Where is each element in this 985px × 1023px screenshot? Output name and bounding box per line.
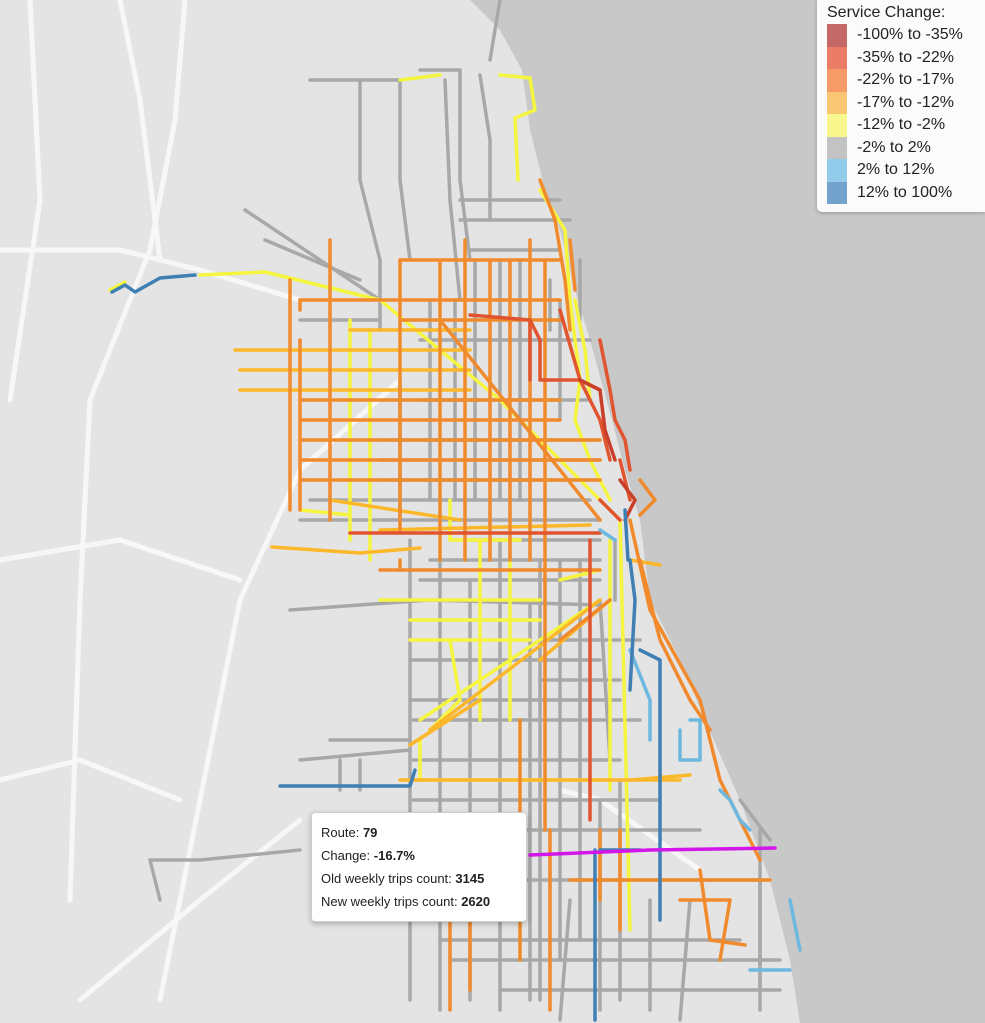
route-79-highlight[interactable] xyxy=(528,846,777,857)
legend-label: 12% to 100% xyxy=(857,183,953,201)
bus-route-minor-gain[interactable] xyxy=(628,648,652,742)
tooltip-change: Change: -16.7% xyxy=(321,848,415,863)
bus-route-moderate-cut[interactable] xyxy=(378,523,592,532)
bus-route-minor-gain[interactable] xyxy=(678,718,702,762)
bus-route-severe-cut[interactable] xyxy=(578,378,617,462)
bus-route-no-change[interactable] xyxy=(443,78,462,302)
bus-route-minor-cut[interactable] xyxy=(498,73,537,182)
bus-route-no-change[interactable] xyxy=(308,78,412,262)
legend-label: -17% to -12% xyxy=(857,93,954,111)
bus-route-no-change[interactable] xyxy=(148,848,302,862)
bus-route-gain[interactable] xyxy=(638,648,662,922)
bus-route-gain[interactable] xyxy=(278,768,417,788)
legend-swatch xyxy=(827,91,847,114)
bus-route-minor-cut[interactable] xyxy=(398,73,442,82)
bus-route-no-change[interactable] xyxy=(263,238,362,282)
bus-route-cut[interactable] xyxy=(638,478,657,517)
bus-route-no-change[interactable] xyxy=(243,208,382,302)
bus-route-gain[interactable] xyxy=(628,558,637,692)
legend-swatch xyxy=(827,136,847,159)
bus-route-minor-cut[interactable] xyxy=(108,280,127,292)
bus-route-no-change[interactable] xyxy=(358,78,382,332)
legend-item: -100% to -35% xyxy=(827,24,977,47)
legend-swatch xyxy=(827,24,847,47)
tooltip-old-trips: Old weekly trips count: 3145 xyxy=(321,871,485,886)
bus-route-cut[interactable] xyxy=(568,238,577,292)
bus-route-minor-gain[interactable] xyxy=(598,528,617,542)
route-tooltip: Route: 79 Change: -16.7% Old weekly trip… xyxy=(311,812,527,922)
bus-route-minor-cut[interactable] xyxy=(618,518,632,932)
bus-route-cut[interactable] xyxy=(558,598,612,642)
legend-item: 12% to 100% xyxy=(827,181,977,204)
legend-item: -2% to 2% xyxy=(827,136,977,159)
tooltip-new-trips: New weekly trips count: 2620 xyxy=(321,894,491,909)
highway xyxy=(7,0,43,403)
legend-label: -35% to -22% xyxy=(857,48,954,66)
bus-route-no-change[interactable] xyxy=(148,858,162,902)
bus-route-minor-cut[interactable] xyxy=(298,508,352,517)
bus-route-cut[interactable] xyxy=(678,898,732,962)
bus-route-no-change[interactable] xyxy=(488,0,502,62)
highway xyxy=(77,817,303,1003)
bus-route-major-cut[interactable] xyxy=(598,338,632,472)
bus-route-minor-cut[interactable] xyxy=(418,598,602,722)
bus-route-cut[interactable] xyxy=(638,558,712,732)
legend-item: -22% to -17% xyxy=(827,69,977,92)
legend-swatch xyxy=(827,181,847,204)
bus-route-minor-gain[interactable] xyxy=(788,898,802,952)
highway xyxy=(0,757,183,803)
bus-route-minor-cut[interactable] xyxy=(428,638,462,732)
highway xyxy=(0,537,243,583)
bus-route-moderate-cut[interactable] xyxy=(270,545,422,555)
bus-route-no-change[interactable] xyxy=(558,898,572,1022)
bus-route-no-change[interactable] xyxy=(478,73,492,222)
legend-label: 2% to 12% xyxy=(857,161,935,179)
bus-route-cut[interactable] xyxy=(438,318,602,522)
legend-item: -12% to -2% xyxy=(827,114,977,137)
service-change-legend: Service Change: -100% to -35% -35% to -22… xyxy=(817,0,985,212)
legend-label: -22% to -17% xyxy=(857,71,954,89)
bus-route-no-change[interactable] xyxy=(738,798,772,842)
bus-route-moderate-cut[interactable] xyxy=(408,698,482,747)
bus-route-no-change[interactable] xyxy=(298,748,412,762)
legend-item: -17% to -12% xyxy=(827,91,977,114)
legend-swatch xyxy=(827,69,847,92)
bus-route-minor-gain[interactable] xyxy=(718,788,752,832)
legend-label: -2% to 2% xyxy=(857,138,931,156)
bus-route-cut[interactable] xyxy=(628,518,762,862)
bus-route-major-cut[interactable] xyxy=(598,498,622,522)
legend-swatch xyxy=(827,46,847,69)
legend-swatch xyxy=(827,159,847,182)
bus-route-moderate-cut[interactable] xyxy=(628,558,662,567)
bus-route-gain[interactable] xyxy=(110,273,197,294)
highway xyxy=(117,0,163,263)
tooltip-route: Route: 79 xyxy=(321,825,378,840)
legend-title: Service Change: xyxy=(827,4,946,21)
bus-route-severe-cut[interactable] xyxy=(618,478,637,522)
legend-label: -100% to -35% xyxy=(857,26,963,44)
legend-item: 2% to 12% xyxy=(827,159,977,182)
bus-routes[interactable] xyxy=(108,0,802,1022)
bus-route-cut[interactable] xyxy=(538,178,572,332)
bus-route-no-change[interactable] xyxy=(678,898,692,1022)
highway xyxy=(67,0,188,903)
lake-michigan xyxy=(470,0,985,1023)
legend-label: -12% to -2% xyxy=(857,116,946,134)
bus-route-major-cut[interactable] xyxy=(578,378,612,462)
bus-route-gain[interactable] xyxy=(623,508,630,562)
bus-route-cut[interactable] xyxy=(698,868,747,947)
bus-route-moderate-cut[interactable] xyxy=(428,598,602,732)
legend-swatch xyxy=(827,114,847,137)
bus-route-major-cut[interactable] xyxy=(468,313,582,382)
legend-item: -35% to -22% xyxy=(827,46,977,69)
